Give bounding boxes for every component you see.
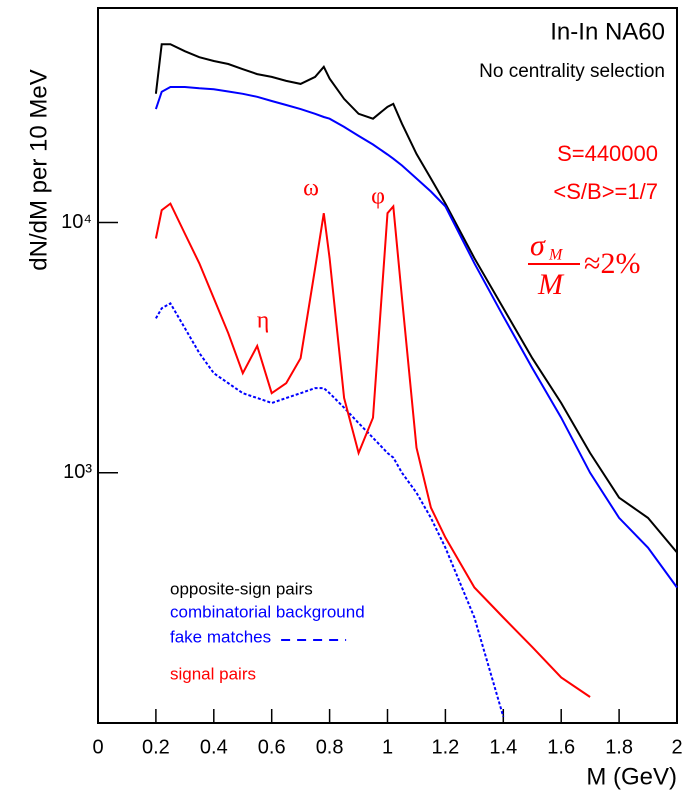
resolution-numerator: σ	[530, 229, 546, 262]
x-tick-label: 1.4	[489, 736, 517, 758]
x-tick-label: 1.8	[605, 736, 633, 758]
x-tick-label: 1.6	[547, 736, 575, 758]
x-tick-label: 0.8	[316, 736, 344, 758]
y-tick-label: 10³	[63, 461, 92, 483]
x-tick-label: 0.6	[258, 736, 286, 758]
series-line	[154, 202, 591, 698]
legend-label: signal pairs	[170, 664, 256, 683]
annotation-subtitle: No centrality selection	[479, 61, 665, 82]
legend-label: combinatorial background	[170, 602, 365, 621]
legend-label: fake matches	[170, 627, 271, 646]
resolution-subscript: M	[548, 247, 564, 264]
resolution-rhs: ≈2%	[584, 247, 640, 280]
x-tick-label: 1	[382, 736, 393, 758]
legend-label: opposite-sign pairs	[170, 579, 313, 598]
peak-label: φ	[371, 184, 385, 210]
x-tick-label: 0.4	[200, 736, 228, 758]
peak-label: ω	[303, 176, 319, 202]
x-tick-label: 0	[92, 736, 103, 758]
resolution-denominator: M	[537, 268, 565, 301]
series-line	[154, 86, 678, 589]
y-axis-title: dN/dM per 10 MeV	[25, 69, 52, 270]
x-tick-label: 0.2	[142, 736, 170, 758]
series-line	[154, 43, 678, 554]
y-tick-label: 10⁴	[61, 211, 92, 233]
annotation-title: In-In NA60	[550, 18, 665, 45]
peak-label: η	[257, 308, 270, 334]
annotation-ratio: <S/B>=1/7	[553, 179, 658, 204]
x-tick-label: 1.2	[431, 736, 459, 758]
x-axis-title: M (GeV)	[586, 763, 677, 790]
annotation-signal: S=440000	[557, 141, 658, 166]
x-tick-label: 2	[671, 736, 682, 758]
series-line	[155, 302, 505, 717]
